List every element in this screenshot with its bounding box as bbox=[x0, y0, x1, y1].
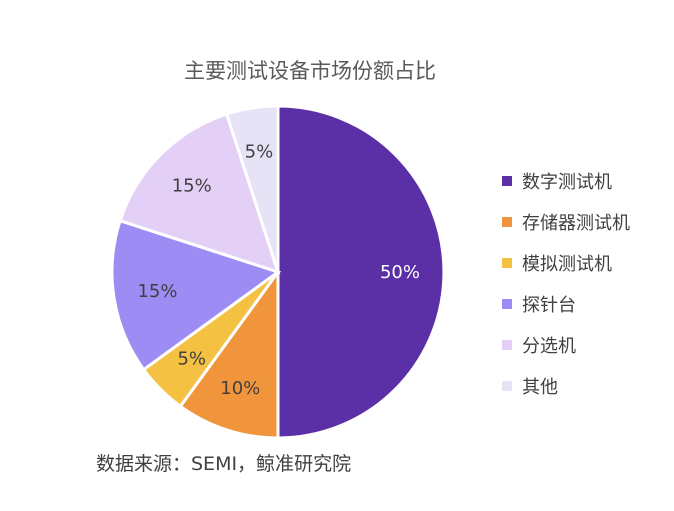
slice-label-数字测试机: 50% bbox=[380, 262, 420, 283]
pie-slice-数字测试机 bbox=[276, 104, 446, 440]
legend-label-数字测试机: 数字测试机 bbox=[522, 172, 612, 193]
pie-slice-其他 bbox=[224, 104, 280, 273]
legend-label-存储器测试机: 存储器测试机 bbox=[522, 213, 630, 234]
slice-label-存储器测试机: 10% bbox=[220, 378, 260, 399]
slice-label-其他: 5% bbox=[245, 142, 274, 163]
slice-label-分选机: 15% bbox=[172, 176, 212, 197]
pie-slice-存储器测试机 bbox=[178, 267, 280, 440]
legend-label-其他: 其他 bbox=[522, 377, 558, 398]
pie-slice-探针台 bbox=[110, 218, 282, 372]
pie-slice-labels: 50% 10% 5% 15% 15% 5% bbox=[137, 142, 420, 400]
pie-slices bbox=[110, 104, 446, 440]
source-note: 数据来源：SEMI，鲸准研究院 bbox=[96, 453, 351, 475]
chart-title: 主要测试设备市场份额占比 bbox=[184, 59, 436, 83]
legend-swatch-存储器测试机 bbox=[502, 217, 512, 227]
legend-swatch-其他 bbox=[502, 381, 512, 391]
legend-label-分选机: 分选机 bbox=[522, 336, 576, 357]
slice-label-探针台: 15% bbox=[137, 281, 177, 302]
slice-label-模拟测试机: 5% bbox=[177, 348, 206, 369]
legend-swatch-数字测试机 bbox=[502, 176, 512, 186]
legend-swatch-模拟测试机 bbox=[502, 258, 512, 268]
legend-swatch-探针台 bbox=[502, 299, 512, 309]
legend-label-模拟测试机: 模拟测试机 bbox=[522, 254, 612, 275]
legend-swatch-分选机 bbox=[502, 340, 512, 350]
legend-label-探针台: 探针台 bbox=[522, 295, 576, 316]
